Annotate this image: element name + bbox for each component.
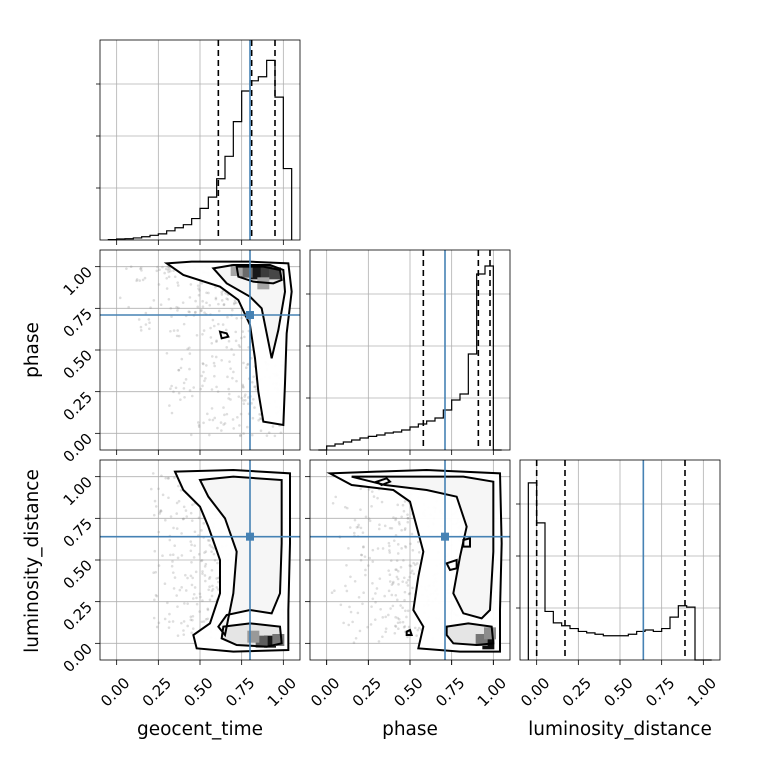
- x-tick-label: 0.50: [180, 674, 216, 710]
- y-tick-label: 1.00: [60, 473, 96, 509]
- contour-line: [163, 260, 293, 427]
- x-tick-label: 0.50: [600, 674, 636, 710]
- contour-line: [173, 468, 291, 653]
- contour-island: [462, 537, 471, 548]
- corner-plot-panels: 0.00 0.25 0.50 0.75 1.00 0.00 0.25 0.50 0.75 1.00…: [60, 39, 721, 710]
- joint-inner: [310, 460, 510, 660]
- x-tick-label: 1.00: [474, 674, 510, 710]
- xlabel-luminosity-distance: luminosity_distance: [528, 719, 712, 740]
- contour-line: [198, 475, 283, 638]
- histogram-steps: [318, 265, 502, 451]
- x-tick-label: 0.00: [517, 674, 553, 710]
- histogram-panel-phase: [306, 249, 511, 451]
- x-tick-label: 0.50: [390, 674, 426, 710]
- histogram-panel-geocent_time: [96, 39, 301, 241]
- truth-marker: [246, 311, 254, 319]
- y-tick-label: 0.25: [60, 598, 96, 634]
- y-tick-label: 1.00: [60, 263, 96, 299]
- axis-labels: geocent_time phase luminosity_distance p…: [22, 322, 712, 740]
- joint-panel-geocent_time-vs-phase: [99, 249, 301, 451]
- density-cell: [484, 627, 496, 640]
- x-tick-label: 0.25: [139, 674, 175, 710]
- contour-island: [218, 330, 230, 340]
- x-tick-label: 0.75: [642, 674, 678, 710]
- joint-panel-phase-vs-luminosity_distance: [309, 459, 511, 661]
- ylabel-luminosity-distance: luminosity_distance: [22, 469, 43, 653]
- contour-fill: [200, 476, 282, 635]
- ylabel-phase: phase: [22, 322, 43, 378]
- x-tick-label: 0.25: [559, 674, 595, 710]
- xlabel-phase: phase: [382, 719, 438, 740]
- joint-inner: [100, 250, 300, 450]
- x-tick-label: 0.00: [97, 674, 133, 710]
- contour-island: [405, 628, 414, 636]
- contour-island: [445, 558, 458, 572]
- y-tick-label: 0.75: [60, 515, 96, 551]
- y-tick-label: 0.50: [60, 346, 96, 382]
- joint-inner: [100, 460, 300, 660]
- xlabel-geocent-time: geocent_time: [137, 719, 263, 740]
- x-tick-label: 0.75: [432, 674, 468, 710]
- contour-line: [326, 468, 503, 653]
- contour-line: [220, 622, 283, 648]
- contour-island: [374, 477, 392, 487]
- x-tick-label: 0.00: [307, 674, 343, 710]
- x-tick-label: 1.00: [684, 674, 720, 710]
- histogram-panel-luminosity_distance: [516, 459, 721, 661]
- contour-line: [445, 622, 495, 647]
- density-cell: [247, 630, 260, 643]
- truth-marker: [441, 532, 449, 541]
- histogram-steps: [107, 59, 293, 241]
- truth-marker: [246, 532, 254, 541]
- contour-line: [235, 265, 283, 285]
- y-tick-label: 0.25: [60, 388, 96, 424]
- y-tick-label: 0.75: [60, 305, 96, 341]
- y-tick-label: 0.00: [60, 430, 96, 466]
- y-tick-label: 0.00: [60, 640, 96, 676]
- y-tick-label: 0.50: [60, 556, 96, 592]
- contour-line: [351, 475, 495, 620]
- contour-fill: [351, 476, 494, 619]
- x-tick-label: 0.25: [349, 674, 385, 710]
- x-tick-label: 1.00: [264, 674, 300, 710]
- contour-line: [211, 264, 287, 359]
- histogram-steps: [527, 482, 712, 661]
- x-tick-label: 0.75: [222, 674, 258, 710]
- density-cell: [250, 267, 263, 280]
- joint-panel-geocent_time-vs-luminosity_distance: [99, 459, 301, 661]
